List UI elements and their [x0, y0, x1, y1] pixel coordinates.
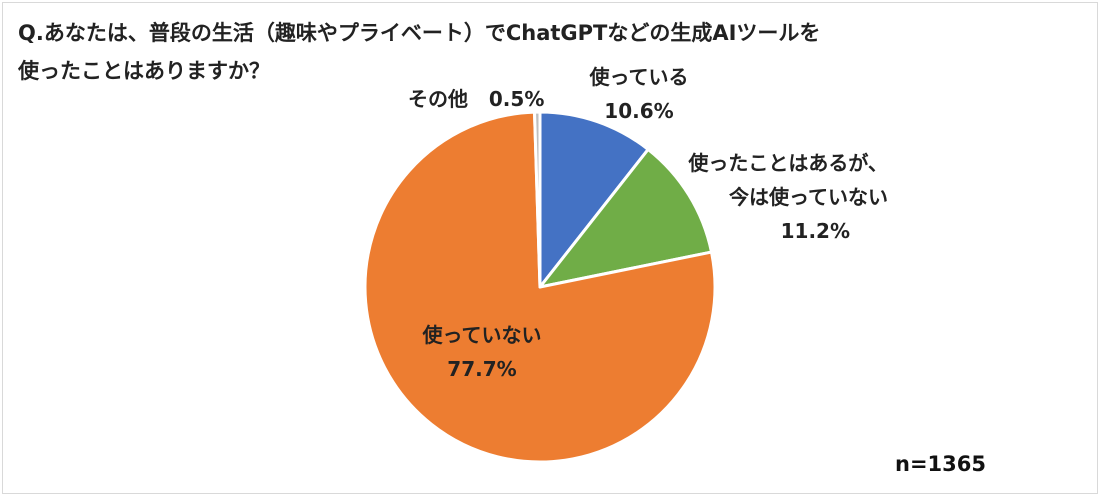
label-using-name: 使っている	[589, 65, 689, 89]
label-other: その他 0.5%	[408, 82, 544, 116]
label-using: 使っている 10.6%	[584, 60, 694, 128]
slice-other	[533, 110, 542, 289]
chart-title-line-1: Q.あなたは、普段の生活（趣味やプライベート）でChatGPTなどの生成AIツー…	[18, 21, 821, 45]
chart-title-line-2: 使ったことはありますか？	[18, 59, 270, 83]
label-used-before-line-1: 使ったことはあるが、	[688, 151, 888, 175]
chart-title: Q.あなたは、普段の生活（趣味やプライベート）でChatGPTなどの生成AIツー…	[18, 14, 820, 90]
label-not-using-name: 使っていない	[422, 323, 542, 347]
label-using-value: 10.6%	[604, 99, 674, 123]
sample-size: n=1365	[895, 452, 986, 476]
label-not-using-value: 77.7%	[447, 357, 517, 381]
label-other-value: 0.5%	[488, 87, 545, 111]
label-used-before-value: 11.2%	[780, 219, 850, 243]
slice-used-before	[538, 147, 713, 289]
slice-using	[538, 110, 650, 289]
label-other-name: その他	[408, 87, 468, 111]
label-used-before-line-2: 今は使っていない	[729, 185, 888, 209]
label-not-using: 使っていない 77.7%	[412, 318, 552, 386]
label-used-before: 使ったことはあるが、 今は使っていない 11.2%	[676, 146, 888, 248]
